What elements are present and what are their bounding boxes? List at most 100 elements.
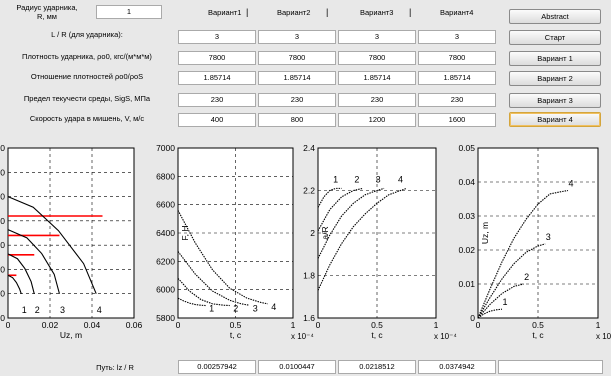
curve-label-2: 2 bbox=[233, 304, 238, 314]
curve-label-2: 2 bbox=[35, 305, 40, 315]
variant-4-density-input[interactable]: 7800 bbox=[418, 51, 496, 65]
header-divider: | bbox=[409, 7, 412, 17]
curve-label-3: 3 bbox=[376, 174, 381, 184]
y-tick-label: 5800 bbox=[156, 313, 175, 323]
y-axis-label: a/R bbox=[320, 226, 330, 239]
y-tick-label: 7000 bbox=[156, 143, 175, 153]
variant-3-lr-input[interactable]: 3 bbox=[338, 30, 416, 44]
variant-3-path-value: 0.0218512 bbox=[338, 360, 416, 374]
variant-4-lr-input[interactable]: 3 bbox=[418, 30, 496, 44]
curve-label-2: 2 bbox=[354, 174, 359, 184]
y-tick-label: 1000 bbox=[0, 240, 5, 250]
path-label: Путь: lz / R bbox=[96, 363, 134, 372]
variant-4-speed-input[interactable]: 1600 bbox=[418, 113, 496, 127]
variant-header-3: Вариант3 bbox=[360, 8, 394, 17]
yield-label: Предел текучести среды, SigS, МПа bbox=[23, 94, 151, 103]
abstract-button[interactable]: Abstract bbox=[509, 9, 601, 24]
variant-1-ratio-input[interactable]: 1.85714 bbox=[178, 71, 256, 85]
chart-3: 0 0.5 1 1.6 1.8 2 2.2 2.4 t, c x 10⁻⁴ a/R 1 2 3 4 bbox=[303, 143, 457, 341]
series-line-3 bbox=[477, 243, 546, 319]
variant-3-yield-input[interactable]: 230 bbox=[338, 93, 416, 107]
y-tick-label: 6200 bbox=[156, 256, 175, 266]
variant-4-yield-input[interactable]: 230 bbox=[418, 93, 496, 107]
x-tick-label: 0.02 bbox=[42, 320, 59, 330]
x-tick-label: 0 bbox=[316, 320, 321, 330]
curve-label-1: 1 bbox=[209, 304, 214, 314]
series-line-4 bbox=[317, 187, 407, 291]
variant-3-button[interactable]: Вариант 3 bbox=[509, 93, 601, 108]
variant-3-speed-input[interactable]: 1200 bbox=[338, 113, 416, 127]
curve-label-4: 4 bbox=[398, 174, 403, 184]
ratio-label: Отношение плотностей ρo0/ρoS bbox=[30, 72, 144, 81]
y-tick-label: 2.2 bbox=[303, 186, 315, 196]
y-tick-label: -500 bbox=[0, 313, 5, 323]
y-tick-label: 0 bbox=[0, 289, 5, 299]
header-divider: | bbox=[246, 7, 249, 17]
series-line-1 bbox=[477, 308, 503, 319]
path-extra-field bbox=[498, 360, 603, 374]
y-tick-label: 2000 bbox=[0, 192, 5, 202]
series-line-3 bbox=[7, 229, 60, 294]
curve-label-3: 3 bbox=[546, 232, 551, 242]
plots-area: 00.020.040.06-50005001000150020002500300… bbox=[0, 143, 611, 341]
variant-2-button[interactable]: Вариант 2 bbox=[509, 71, 601, 86]
speed-label: Скорость удара в мишень, V, м/с bbox=[29, 114, 145, 123]
x-axis-label: t, c bbox=[371, 330, 383, 340]
x-axis-multiplier: x 10⁻⁴ bbox=[291, 332, 314, 341]
y-tick-label: 0.05 bbox=[458, 143, 475, 153]
x-tick-label: 0.5 bbox=[532, 320, 544, 330]
x-tick-label: 0 bbox=[476, 320, 481, 330]
variant-header-2: Вариант2 bbox=[277, 8, 311, 17]
series-line-2 bbox=[317, 187, 363, 232]
variant-3-density-input[interactable]: 7800 bbox=[338, 51, 416, 65]
x-axis-multiplier: x 10⁻⁴ bbox=[596, 332, 611, 341]
series-line-1 bbox=[7, 274, 22, 294]
curve-label-4: 4 bbox=[97, 305, 102, 315]
series-line-2 bbox=[7, 253, 35, 294]
variant-2-lr-input[interactable]: 3 bbox=[258, 30, 336, 44]
header-divider: | bbox=[326, 7, 329, 17]
x-axis-multiplier: x 10⁻⁴ bbox=[434, 332, 457, 341]
variant-2-ratio-input[interactable]: 1.85714 bbox=[258, 71, 336, 85]
variant-2-speed-input[interactable]: 800 bbox=[258, 113, 336, 127]
variant-2-yield-input[interactable]: 230 bbox=[258, 93, 336, 107]
y-tick-label: 500 bbox=[0, 264, 5, 274]
series-line-3 bbox=[317, 187, 385, 259]
curve-label-1: 1 bbox=[333, 174, 338, 184]
curve-label-1: 1 bbox=[22, 305, 27, 315]
radius-input[interactable]: 1 bbox=[96, 5, 162, 19]
plot-frame bbox=[7, 147, 135, 319]
y-tick-label: 0.01 bbox=[458, 279, 475, 289]
x-axis-label: t, c bbox=[532, 330, 544, 340]
variant-1-yield-input[interactable]: 230 bbox=[178, 93, 256, 107]
variant-1-lr-input[interactable]: 3 bbox=[178, 30, 256, 44]
chart-1: 00.020.040.06-50005001000150020002500300… bbox=[0, 143, 143, 340]
variant-1-speed-input[interactable]: 400 bbox=[178, 113, 256, 127]
x-tick-label: 0.06 bbox=[126, 320, 143, 330]
variant-1-button[interactable]: Вариант 1 bbox=[509, 51, 601, 66]
y-axis-label: F, H bbox=[180, 225, 190, 240]
series-line-4 bbox=[477, 189, 569, 319]
y-tick-label: 6400 bbox=[156, 228, 175, 238]
y-tick-label: 2.4 bbox=[303, 143, 315, 153]
x-tick-label: 0 bbox=[6, 320, 11, 330]
series-line-4 bbox=[177, 210, 268, 305]
variant-3-ratio-input[interactable]: 1.85714 bbox=[338, 71, 416, 85]
series-line-2 bbox=[177, 277, 230, 307]
variant-2-path-value: 0.0100447 bbox=[258, 360, 336, 374]
lr-label: L / R (для ударника): bbox=[51, 30, 123, 39]
start-button[interactable]: Старт bbox=[509, 30, 601, 45]
variant-header-4: Вариант4 bbox=[440, 8, 474, 17]
chart-2: 0 0.5 1 5800 6000 6200 6400 6600 6800 7000 t, c x 1… bbox=[156, 143, 314, 341]
variant-4-button[interactable]: Вариант 4 bbox=[509, 112, 601, 127]
y-tick-label: 6000 bbox=[156, 285, 175, 295]
curve-label-3: 3 bbox=[60, 305, 65, 315]
y-tick-label: 0 bbox=[470, 313, 475, 323]
series-line-3 bbox=[177, 251, 250, 306]
variant-2-density-input[interactable]: 7800 bbox=[258, 51, 336, 65]
variant-4-ratio-input[interactable]: 1.85714 bbox=[418, 71, 496, 85]
x-tick-label: 0.04 bbox=[84, 320, 101, 330]
variant-1-density-input[interactable]: 7800 bbox=[178, 51, 256, 65]
y-axis-label: Uz, m bbox=[480, 222, 490, 244]
curve-label-2: 2 bbox=[524, 272, 529, 282]
